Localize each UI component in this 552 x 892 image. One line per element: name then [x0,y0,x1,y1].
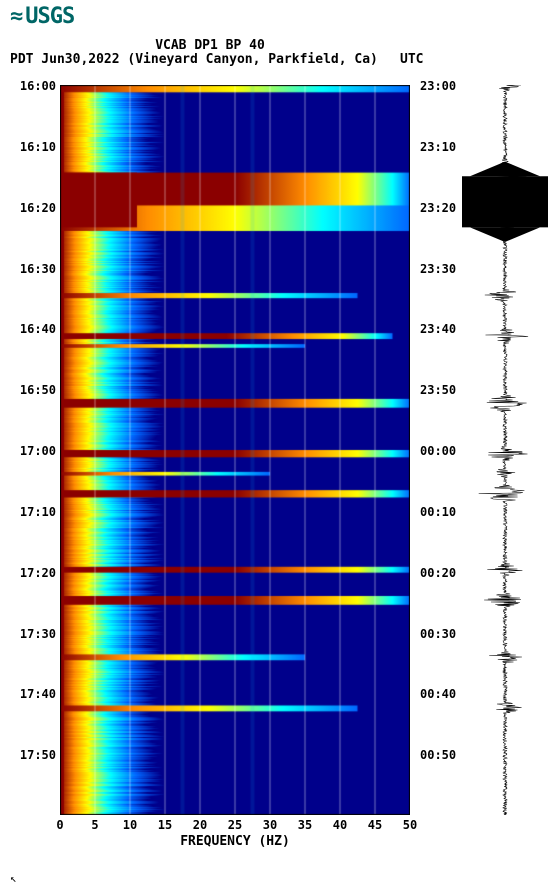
seismogram-panel [460,85,550,815]
xtick: 5 [91,818,98,832]
spectrogram-canvas [60,85,410,815]
xtick: 40 [333,818,347,832]
ytick-right: 00:50 [420,748,456,762]
logo-wave-icon: ≈ [10,4,23,29]
xtick: 35 [298,818,312,832]
xtick: 25 [228,818,242,832]
ytick-left: 17:30 [10,627,56,641]
ytick-right: 23:20 [420,201,456,215]
cursor-mark: ↖ [10,872,17,885]
xtick: 0 [56,818,63,832]
utc-label: UTC [400,52,423,67]
xtick: 50 [403,818,417,832]
ytick-right: 23:50 [420,383,456,397]
usgs-logo: ≈ USGS [10,4,74,29]
ytick-right: 00:30 [420,627,456,641]
ytick-right: 23:40 [420,322,456,336]
xtick: 15 [158,818,172,832]
y-axis-right: 23:0023:1023:2023:3023:4023:5000:0000:10… [412,85,460,815]
spectrogram-panel [60,85,410,815]
ytick-right: 23:30 [420,262,456,276]
ytick-left: 17:40 [10,687,56,701]
ytick-left: 17:20 [10,566,56,580]
logo-text: USGS [25,4,74,29]
chart-title: VCAB DP1 BP 40 [0,38,420,53]
ytick-right: 00:40 [420,687,456,701]
ytick-right: 00:10 [420,505,456,519]
ytick-left: 17:50 [10,748,56,762]
x-axis-label: FREQUENCY (HZ) [60,834,410,849]
xtick: 30 [263,818,277,832]
xtick: 45 [368,818,382,832]
ytick-right: 00:00 [420,444,456,458]
xtick: 10 [123,818,137,832]
ytick-left: 16:30 [10,262,56,276]
ytick-left: 16:10 [10,140,56,154]
xtick: 20 [193,818,207,832]
ytick-right: 00:20 [420,566,456,580]
ytick-left: 17:00 [10,444,56,458]
seismogram-trace [460,85,550,815]
ytick-left: 17:10 [10,505,56,519]
ytick-right: 23:10 [420,140,456,154]
ytick-left: 16:20 [10,201,56,215]
ytick-left: 16:00 [10,79,56,93]
ytick-right: 23:00 [420,79,456,93]
ytick-left: 16:40 [10,322,56,336]
chart-subtitle: PDT Jun30,2022 (Vineyard Canyon, Parkfie… [10,52,378,67]
y-axis-left: 16:0016:1016:2016:3016:4016:5017:0017:10… [10,85,58,815]
ytick-left: 16:50 [10,383,56,397]
